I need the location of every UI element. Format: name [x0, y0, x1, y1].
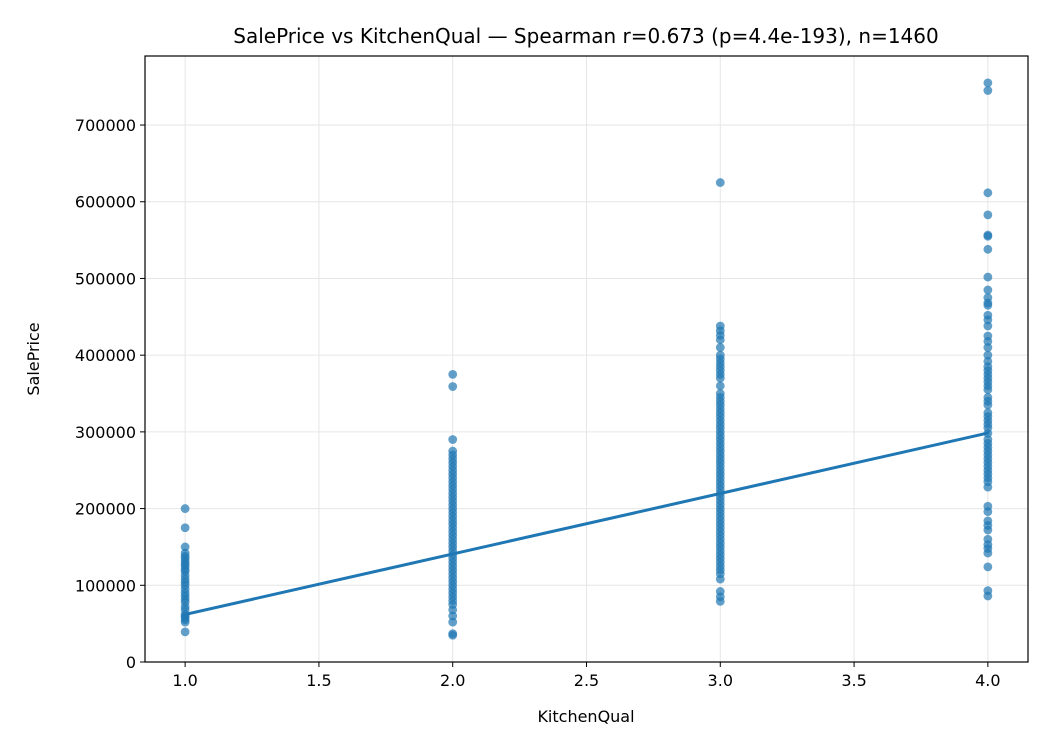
x-tick-label: 2.5 [574, 671, 599, 690]
data-point [180, 542, 190, 552]
data-point [983, 331, 993, 341]
data-point [983, 210, 993, 220]
data-point [983, 562, 993, 572]
data-point [983, 188, 993, 198]
data-point [448, 369, 458, 379]
data-point [448, 611, 458, 621]
data-point [715, 389, 725, 398]
data-point [983, 230, 993, 240]
data-point [983, 272, 993, 282]
data-point [983, 86, 993, 95]
y-tick-label: 600000 [75, 193, 136, 212]
trendline [183, 431, 990, 617]
data-point [448, 629, 458, 639]
data-point [983, 586, 993, 596]
data-point [983, 343, 993, 352]
x-tick-label: 3.5 [841, 671, 866, 690]
data-point [983, 356, 993, 366]
data-point [983, 78, 993, 88]
x-tick-label: 1.0 [172, 671, 197, 690]
trendline-layer [183, 431, 990, 617]
y-tick-label: 700000 [75, 116, 136, 135]
data-point [983, 310, 993, 320]
data-point [715, 321, 725, 331]
data-point [983, 534, 993, 544]
y-axis-label: SalePrice [24, 322, 43, 395]
data-point [983, 244, 993, 254]
y-tick-label: 500000 [75, 269, 136, 288]
data-point [180, 523, 190, 533]
data-point [715, 343, 725, 352]
data-point [983, 285, 993, 295]
data-point [180, 504, 190, 513]
y-axis-ticks: 0 100000 200000 300000 400000 500000 600000 700… [75, 116, 145, 672]
data-point [983, 392, 993, 402]
data-point [983, 435, 993, 444]
y-tick-label: 300000 [75, 423, 136, 442]
x-tick-label: 3.0 [708, 671, 733, 690]
data-point [715, 587, 725, 596]
chart-title: SalePrice vs KitchenQual — Spearman r=0.… [233, 24, 938, 48]
data-point [983, 293, 993, 303]
data-point [448, 446, 458, 456]
data-point [180, 548, 190, 558]
x-axis-label: KitchenQual [537, 707, 634, 726]
y-tick-label: 200000 [75, 500, 136, 519]
data-point [983, 516, 993, 526]
data-point [715, 178, 725, 187]
data-point [983, 408, 993, 418]
data-point [983, 501, 993, 511]
data-point [448, 382, 458, 391]
data-point [983, 350, 993, 360]
data-point [715, 381, 725, 391]
scatter-points [180, 78, 993, 640]
y-tick-label: 400000 [75, 346, 136, 365]
x-tick-label: 1.5 [306, 671, 331, 690]
x-axis-ticks: 1.0 1.5 2.0 2.5 3.0 3.5 4.0 [172, 662, 1001, 690]
data-point [715, 350, 725, 360]
y-tick-label: 0 [126, 653, 136, 672]
data-point [448, 617, 458, 627]
data-point [180, 627, 190, 637]
x-tick-label: 2.0 [440, 671, 465, 690]
y-tick-label: 100000 [75, 576, 136, 595]
data-point [983, 321, 993, 331]
x-tick-label: 4.0 [975, 671, 1000, 690]
data-point [448, 435, 458, 444]
